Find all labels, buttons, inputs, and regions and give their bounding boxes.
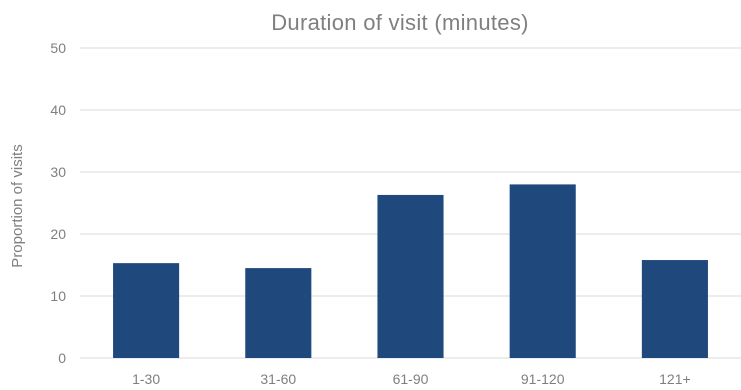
- bar-61-90: [377, 194, 444, 358]
- y-tick-label: 20: [50, 226, 66, 242]
- x-axis-ticks: 1-30 31-60 61-90 91-120 121+: [132, 371, 691, 387]
- x-tick-label: 31-60: [260, 371, 296, 387]
- bar-31-60: [245, 268, 312, 358]
- x-tick-label: 91-120: [521, 371, 565, 387]
- y-axis-title: Proportion of visits: [9, 144, 26, 267]
- y-tick-label: 30: [50, 164, 66, 180]
- chart-title: Duration of visit (minutes): [271, 10, 529, 35]
- bar-series: [113, 184, 708, 358]
- x-tick-label: 1-30: [132, 371, 160, 387]
- y-tick-label: 0: [58, 350, 66, 366]
- y-tick-label: 40: [50, 102, 66, 118]
- bar-1-30: [113, 263, 180, 358]
- bar-121+: [641, 260, 708, 358]
- y-tick-label: 10: [50, 288, 66, 304]
- y-axis-ticks: 0 10 20 30 40 50: [50, 40, 66, 366]
- x-tick-label: 61-90: [393, 371, 429, 387]
- x-tick-label: 121+: [659, 371, 691, 387]
- y-tick-label: 50: [50, 40, 66, 56]
- bar-91-120: [509, 184, 576, 358]
